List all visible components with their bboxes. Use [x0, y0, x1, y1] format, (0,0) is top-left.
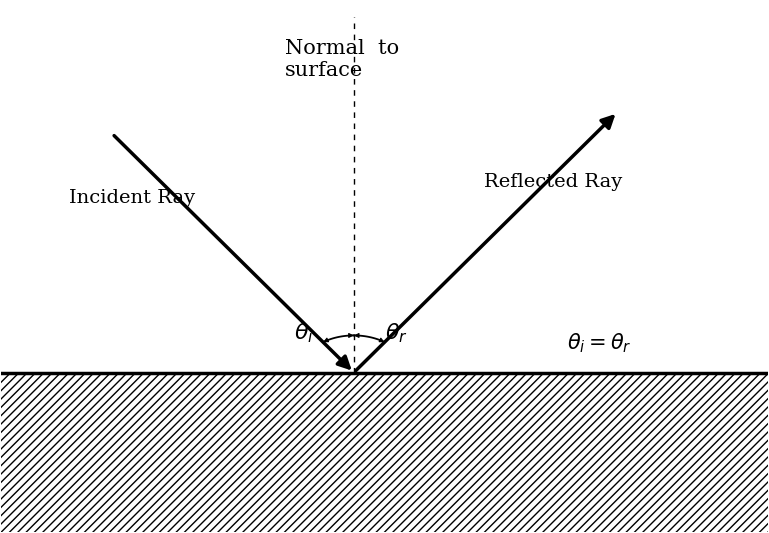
Bar [2, 373, 767, 531]
Text: Normal  to
surface: Normal to surface [285, 38, 399, 79]
Text: Reflected Ray: Reflected Ray [484, 173, 622, 191]
Text: Incident Ray: Incident Ray [68, 189, 195, 207]
Text: $\theta_i$: $\theta_i$ [294, 321, 314, 344]
Text: $\theta_i = \theta_r$: $\theta_i = \theta_r$ [567, 332, 631, 355]
Text: $\theta_r$: $\theta_r$ [384, 321, 408, 344]
